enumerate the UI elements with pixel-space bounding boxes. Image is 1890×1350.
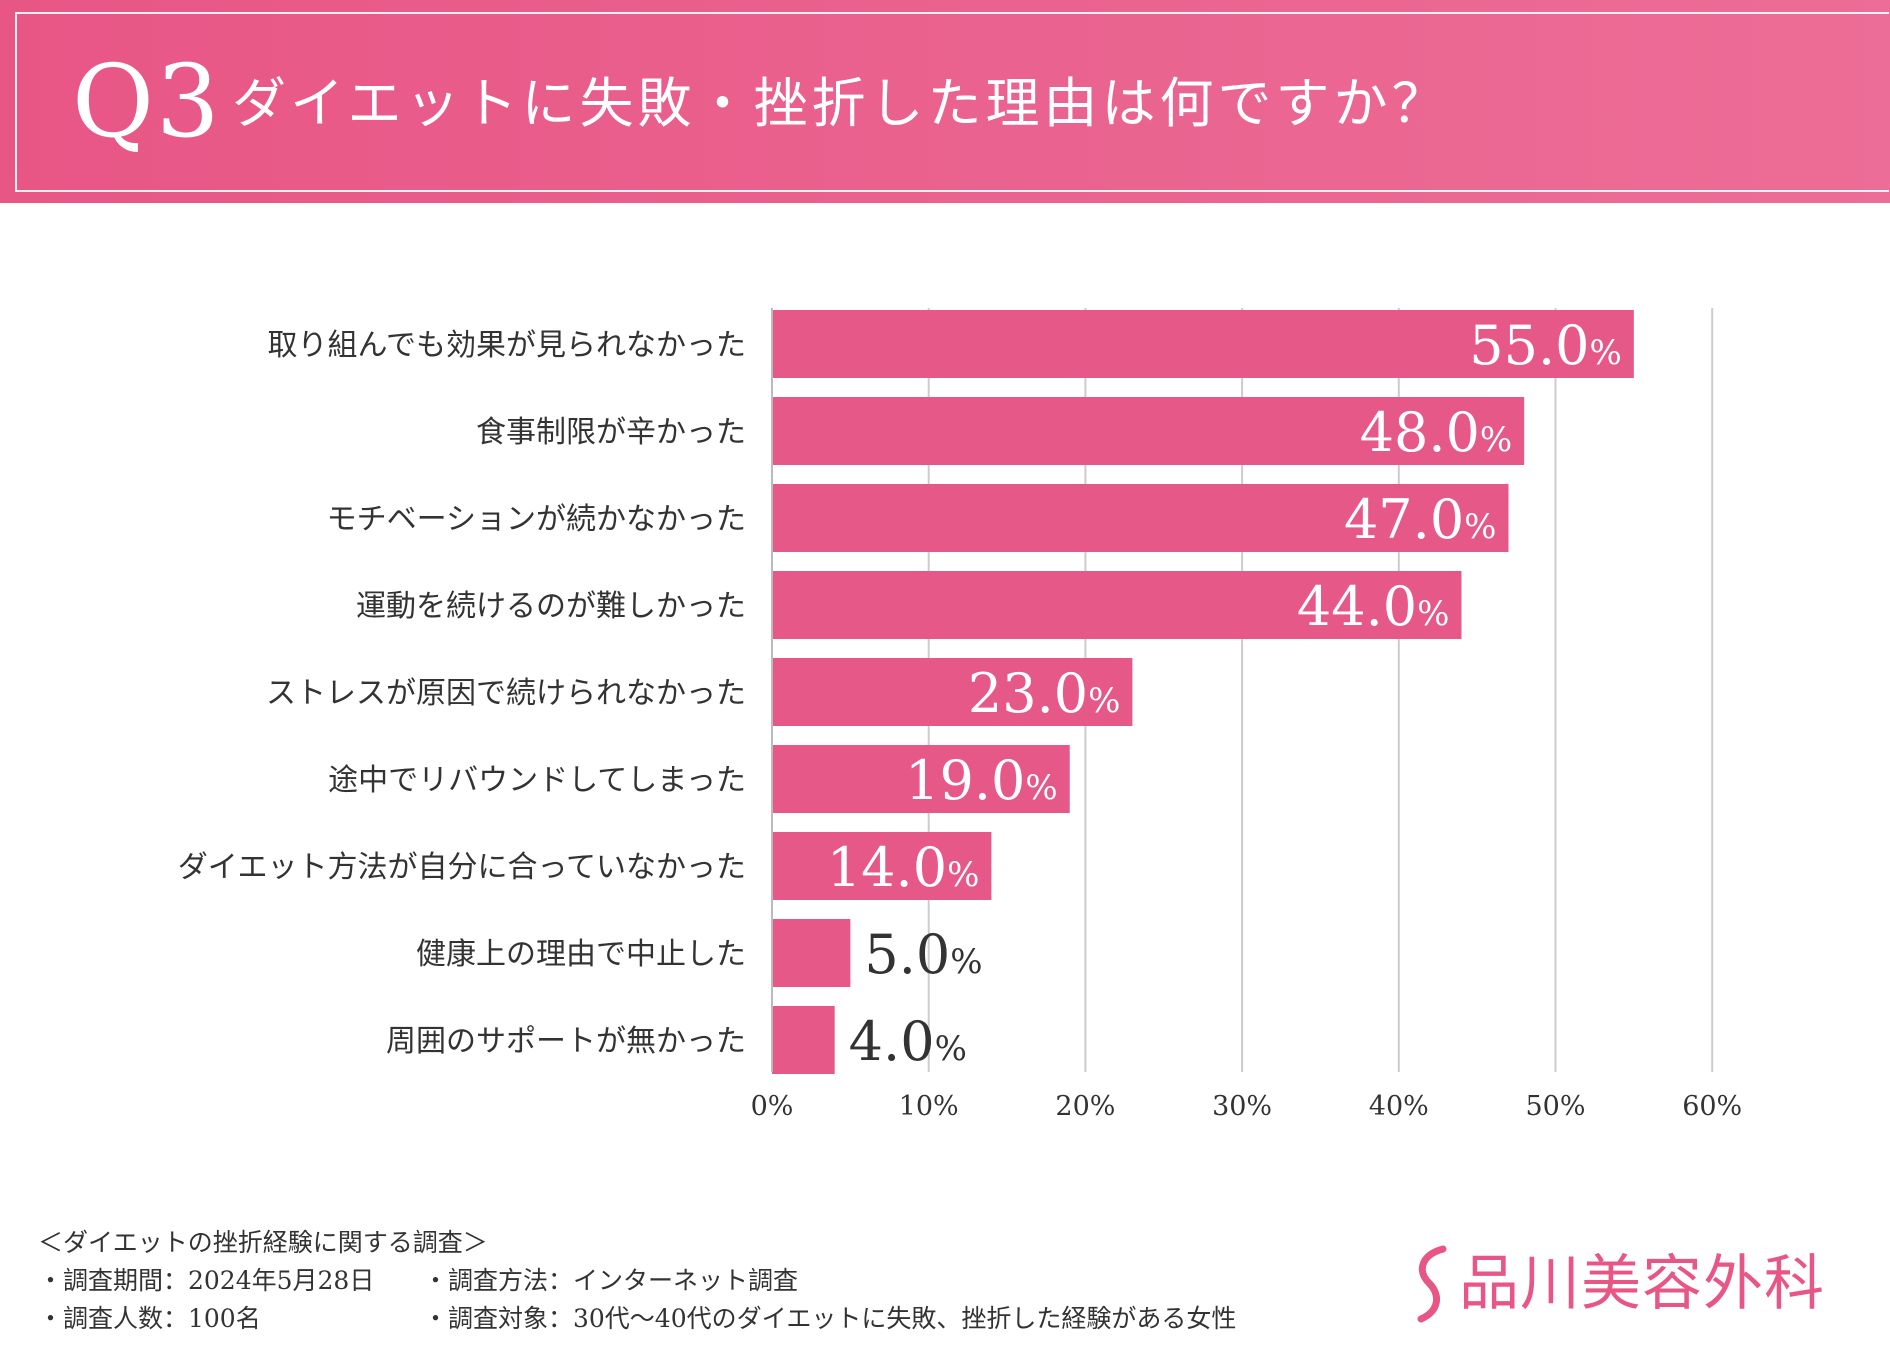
question-number: Q3 (72, 43, 222, 160)
brand-name: 品川美容外科 (1459, 1249, 1825, 1319)
category-label: 取り組んでも効果が見られなかった (268, 328, 747, 363)
x-tick-label: 60% (1682, 1091, 1742, 1122)
data-label: 47.0% (1344, 488, 1497, 551)
survey-method: ・調査方法：インターネット調査 (423, 1266, 799, 1295)
x-tick-label: 10% (899, 1091, 959, 1122)
data-label: 14.0% (827, 836, 980, 899)
header-frame (15, 12, 1889, 192)
survey-target: ・調査対象：30代〜40代のダイエットに失敗、挫折した経験がある女性 (423, 1304, 1237, 1333)
bar (772, 310, 1634, 378)
x-tick-label: 40% (1369, 1091, 1429, 1122)
x-tick-label: 20% (1055, 1091, 1115, 1122)
data-label: 23.0% (968, 662, 1121, 725)
bar (772, 658, 1133, 726)
header-banner: Q3 ダイエットに失敗・挫折した理由は何ですか？ (0, 0, 1890, 203)
survey-period: ・調査期間：2024年5月28日 (38, 1266, 375, 1295)
bar-chart: 0% 10% 20% 30% 40% 50% 60% 取り組んでも効果が見られなかった 55.0… (178, 308, 1742, 1122)
data-label: 19.0% (905, 749, 1058, 812)
category-label: 食事制限が辛かった (476, 415, 746, 450)
question-title: ダイエットに失敗・挫折した理由は何ですか？ (232, 72, 1450, 135)
category-label: 途中でリバウンドしてしまった (328, 763, 746, 798)
bar (772, 484, 1509, 552)
data-label: 5.0% (864, 923, 982, 986)
data-label: 4.0% (849, 1010, 967, 1073)
bar (772, 745, 1070, 813)
bar (772, 397, 1525, 465)
x-tick-label: 0% (751, 1091, 794, 1122)
category-label: モチベーションが続かなかった (327, 502, 746, 537)
category-label: ストレスが原因で続けられなかった (266, 676, 746, 711)
survey-info: ＜ダイエットの挫折経験に関する調査＞ ・調査期間：2024年5月28日 ・調査方… (38, 1224, 1236, 1338)
bar (772, 1006, 835, 1074)
survey-title: ＜ダイエットの挫折経験に関する調査＞ (38, 1228, 488, 1257)
survey-count: ・調査人数：100名 (38, 1304, 261, 1333)
category-label: ダイエット方法が自分に合っていなかった (178, 850, 746, 885)
data-label: 48.0% (1360, 401, 1513, 464)
bar (772, 919, 851, 987)
data-label: 44.0% (1297, 575, 1450, 638)
x-tick-label: 30% (1212, 1091, 1272, 1122)
category-label: 健康上の理由で中止した (416, 937, 746, 972)
data-label: 55.0% (1469, 314, 1622, 377)
s-curve-logo-icon (1417, 1245, 1447, 1323)
category-label: 周囲のサポートが無かった (386, 1024, 746, 1059)
brand-logo: 品川美容外科 (1415, 1244, 1825, 1324)
bar (772, 571, 1462, 639)
bar (772, 832, 992, 900)
x-tick-label: 50% (1525, 1091, 1585, 1122)
category-label: 運動を続けるのが難しかった (356, 589, 746, 624)
